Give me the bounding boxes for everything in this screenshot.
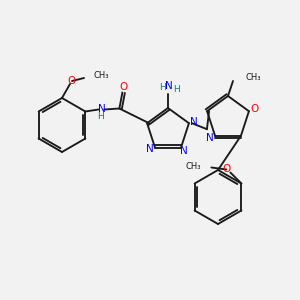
Text: H: H xyxy=(172,85,179,94)
Text: N: N xyxy=(190,117,198,127)
Text: N: N xyxy=(98,103,105,113)
Text: N: N xyxy=(180,146,188,156)
Text: O: O xyxy=(119,82,128,92)
Text: CH₃: CH₃ xyxy=(94,71,110,80)
Text: O: O xyxy=(251,104,259,114)
Text: N: N xyxy=(165,81,173,91)
Text: H: H xyxy=(97,112,104,121)
Text: CH₃: CH₃ xyxy=(186,162,201,171)
Text: N: N xyxy=(206,133,214,143)
Text: O: O xyxy=(68,76,76,86)
Text: CH₃: CH₃ xyxy=(245,73,260,82)
Text: H: H xyxy=(159,83,165,92)
Text: O: O xyxy=(222,164,230,175)
Text: N: N xyxy=(146,144,154,154)
